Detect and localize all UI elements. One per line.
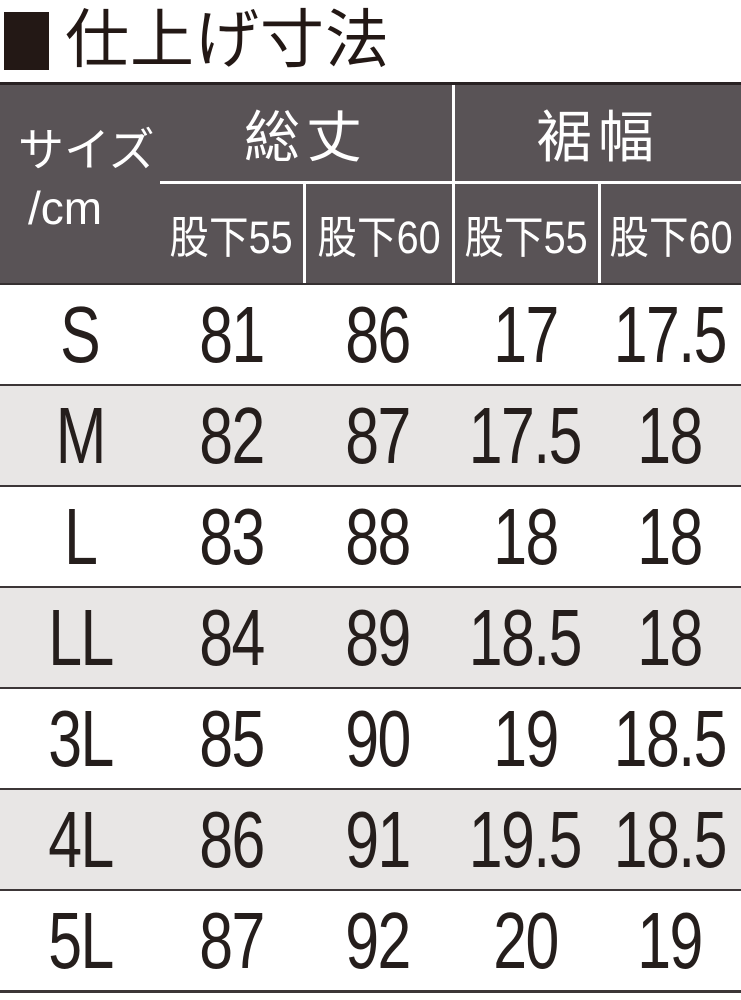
total-length-inseam55-cell: 87: [199, 895, 265, 985]
size-cell: S: [60, 289, 101, 379]
table-row: 3L 85 90 19 18.5: [0, 687, 741, 788]
total-length-inseam55-cell: 85: [199, 693, 265, 783]
total-length-inseam60-cell: 91: [345, 794, 411, 884]
total-length-inseam60-cell: 88: [345, 491, 411, 581]
size-cell: L: [63, 491, 98, 581]
hem-width-inseam60-cell: 18.5: [613, 794, 727, 884]
hem-width-inseam60-cell: 18.5: [613, 693, 727, 783]
header-sub-inseam55-hem: 股下55: [452, 184, 598, 283]
header-group-total-length: 総丈: [160, 85, 452, 184]
header-sub-inseam60-total: 股下60: [303, 184, 452, 283]
hem-width-inseam60-cell: 19: [637, 895, 703, 985]
hem-width-inseam55-cell: 18: [492, 491, 559, 581]
table-body: S 81 86 17 17.5 M 82 87 17.5 18 L 83 88 …: [0, 285, 741, 993]
table-row: L 83 88 18 18: [0, 485, 741, 586]
table-row: M 82 87 17.5 18: [0, 384, 741, 485]
header-unit-label: /cm: [28, 182, 103, 234]
total-length-inseam60-cell: 92: [345, 895, 411, 985]
size-cell: 4L: [47, 794, 114, 884]
hem-width-inseam60-cell: 17.5: [613, 289, 727, 379]
page-title: 仕上げ寸法: [65, 4, 390, 76]
size-cell: M: [55, 390, 106, 480]
hem-width-inseam55-cell: 19.5: [468, 794, 583, 884]
total-length-inseam55-cell: 81: [199, 289, 265, 379]
section-title: 仕上げ寸法: [0, 0, 741, 80]
table-header: サイズ /cm 総丈 裾幅 股下55 股下60 股下55 股下60: [0, 82, 741, 285]
size-cell: 3L: [47, 693, 114, 783]
table-row: 5L 87 92 20 19: [0, 889, 741, 990]
hem-width-inseam60-cell: 18: [637, 491, 703, 581]
table-row: 4L 86 91 19.5 18.5: [0, 788, 741, 889]
table-row: S 81 86 17 17.5: [0, 285, 741, 384]
hem-width-inseam55-cell: 19: [492, 693, 559, 783]
size-cell: 5L: [47, 895, 114, 985]
total-length-inseam60-cell: 90: [345, 693, 411, 783]
size-table: サイズ /cm 総丈 裾幅 股下55 股下60 股下55 股下60 S 81 8…: [0, 82, 741, 993]
total-length-inseam60-cell: 89: [345, 592, 411, 682]
hem-width-inseam55-cell: 17.5: [468, 390, 583, 480]
header-sub-inseam60-hem: 股下60: [598, 184, 741, 283]
total-length-inseam55-cell: 86: [199, 794, 265, 884]
total-length-inseam60-cell: 86: [345, 289, 411, 379]
hem-width-inseam55-cell: 18.5: [468, 592, 583, 682]
size-cell: LL: [47, 592, 114, 682]
header-sub-inseam55-total: 股下55: [169, 212, 294, 263]
hem-width-inseam55-cell: 20: [492, 895, 559, 985]
hem-width-inseam55-cell: 17: [492, 289, 559, 379]
total-length-inseam60-cell: 87: [345, 390, 411, 480]
title-square-icon: [4, 12, 49, 70]
total-length-inseam55-cell: 82: [199, 390, 265, 480]
hem-width-inseam60-cell: 18: [637, 390, 703, 480]
header-size-label: サイズ: [18, 124, 155, 176]
table-row: LL 84 89 18.5 18: [0, 586, 741, 687]
hem-width-inseam60-cell: 18: [637, 592, 703, 682]
total-length-inseam55-cell: 84: [199, 592, 265, 682]
header-group-hem-width: 裾幅: [452, 85, 741, 184]
header-size-cell: サイズ /cm: [0, 75, 160, 283]
total-length-inseam55-cell: 83: [199, 491, 265, 581]
